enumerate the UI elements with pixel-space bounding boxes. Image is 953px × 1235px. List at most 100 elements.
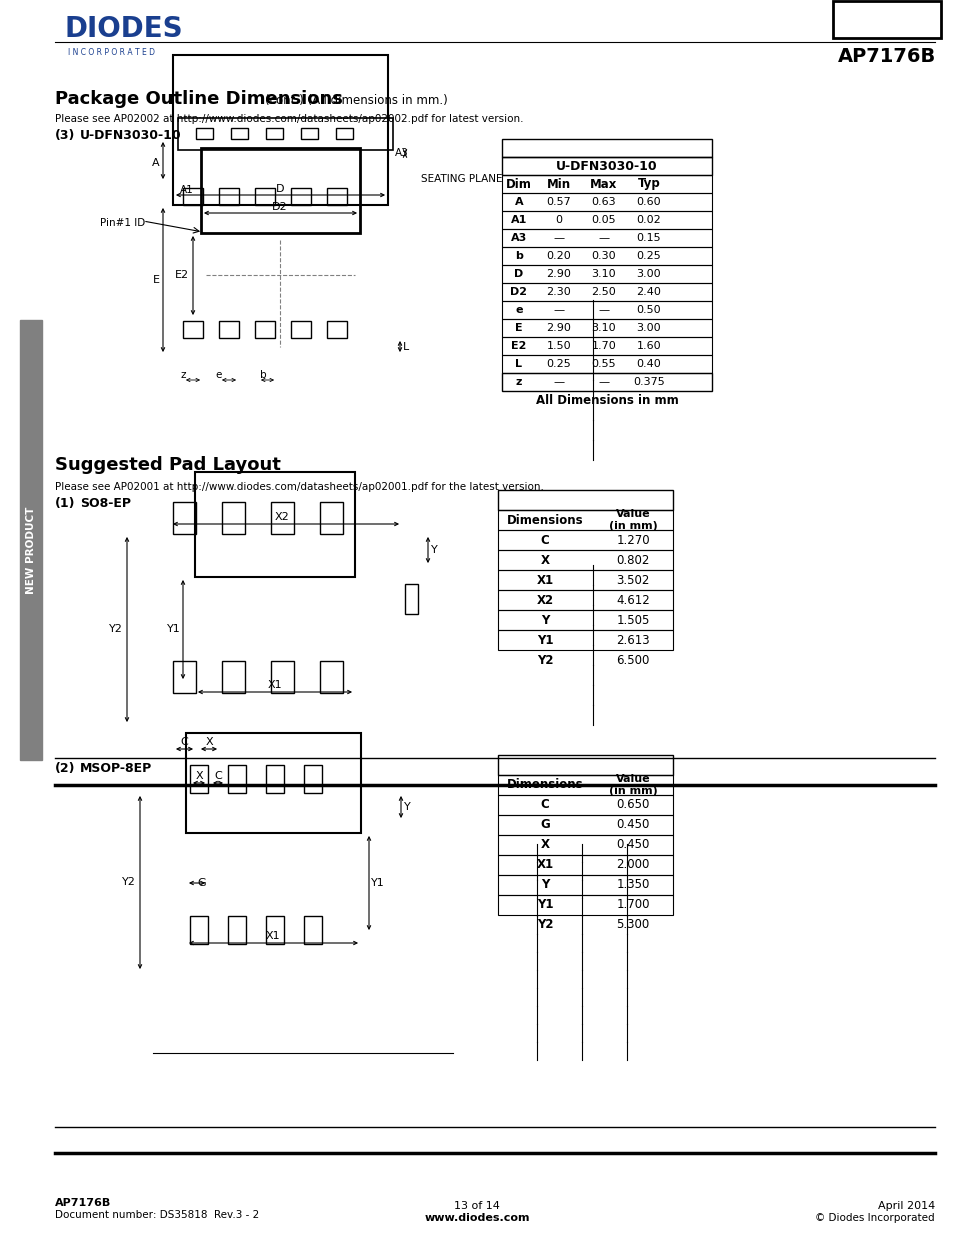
Text: 0.15: 0.15 — [636, 233, 660, 243]
Text: —: — — [598, 305, 609, 315]
Text: 1.60: 1.60 — [636, 341, 660, 351]
Text: C: C — [180, 737, 188, 747]
Text: b: b — [259, 370, 266, 380]
Bar — [497, 755, 672, 776]
Text: X: X — [540, 839, 549, 851]
Bar — [20, 320, 42, 760]
Text: C: C — [540, 799, 549, 811]
Text: b: b — [515, 251, 522, 261]
Bar — [183, 321, 203, 338]
Bar — [194, 472, 355, 577]
Text: 3.10: 3.10 — [591, 324, 616, 333]
Text: 2.50: 2.50 — [591, 287, 616, 296]
Text: Max: Max — [590, 178, 617, 190]
Text: (3): (3) — [55, 128, 75, 142]
Text: D: D — [275, 184, 284, 194]
Text: 2.90: 2.90 — [546, 324, 571, 333]
Text: Y: Y — [540, 878, 549, 892]
Text: X1: X1 — [536, 573, 553, 587]
Bar — [497, 855, 672, 876]
Text: z: z — [180, 370, 186, 380]
Text: Y: Y — [540, 614, 549, 626]
Text: MSOP-8EP: MSOP-8EP — [80, 762, 152, 776]
Text: Please see AP02001 at http://www.diodes.com/datasheets/ap02001.pdf for the lates: Please see AP02001 at http://www.diodes.… — [55, 482, 543, 492]
Text: 0: 0 — [555, 215, 562, 225]
Text: D: D — [514, 269, 523, 279]
Text: Y2: Y2 — [537, 919, 553, 931]
Text: 4.612: 4.612 — [616, 594, 649, 606]
Text: D2: D2 — [272, 203, 288, 212]
Text: Y1: Y1 — [371, 878, 384, 888]
Text: (2): (2) — [55, 762, 75, 776]
Bar — [501, 373, 711, 391]
Text: Y2: Y2 — [109, 624, 123, 634]
Bar — [271, 501, 294, 534]
Text: 2.90: 2.90 — [546, 269, 571, 279]
Text: X: X — [540, 553, 549, 567]
Text: Please see AP02002 at http://www.diodes.com/datasheets/ap02002.pdf for latest ve: Please see AP02002 at http://www.diodes.… — [55, 114, 523, 124]
Text: 0.450: 0.450 — [616, 819, 649, 831]
Bar — [201, 148, 359, 233]
Bar — [501, 157, 711, 175]
Text: G: G — [539, 819, 549, 831]
Bar — [497, 610, 672, 630]
Text: 0.63: 0.63 — [591, 198, 616, 207]
Bar — [497, 530, 672, 550]
Text: Value
(in mm): Value (in mm) — [608, 774, 657, 795]
Bar — [501, 283, 711, 301]
Bar — [501, 354, 711, 373]
Text: 2.000: 2.000 — [616, 858, 649, 872]
Text: X: X — [205, 737, 213, 747]
Text: Y1: Y1 — [537, 899, 553, 911]
Text: DIODES: DIODES — [65, 15, 183, 43]
Text: AP7176B: AP7176B — [837, 47, 935, 67]
Bar — [301, 128, 317, 140]
Text: 0.57: 0.57 — [546, 198, 571, 207]
Bar — [501, 247, 711, 266]
Bar — [222, 661, 245, 693]
Text: 0.802: 0.802 — [616, 553, 649, 567]
Text: U-DFN3030-10: U-DFN3030-10 — [80, 128, 181, 142]
Bar — [183, 188, 203, 205]
Text: E: E — [152, 275, 160, 285]
Text: A: A — [515, 198, 523, 207]
Bar — [254, 321, 274, 338]
Bar — [327, 188, 347, 205]
Text: L: L — [402, 342, 409, 352]
Text: 1.505: 1.505 — [616, 614, 649, 626]
Text: 0.55: 0.55 — [591, 359, 616, 369]
Bar — [501, 266, 711, 283]
Bar — [497, 550, 672, 571]
Text: —: — — [553, 233, 564, 243]
Text: 1.270: 1.270 — [616, 534, 649, 547]
Bar — [231, 128, 248, 140]
Text: A1: A1 — [510, 215, 527, 225]
Bar — [497, 895, 672, 915]
Bar — [497, 835, 672, 855]
Text: X1: X1 — [265, 931, 280, 941]
Bar — [219, 321, 239, 338]
Text: 0.25: 0.25 — [636, 251, 660, 261]
Bar — [172, 501, 195, 534]
Text: AP7176B: AP7176B — [55, 1198, 112, 1208]
Bar — [405, 584, 417, 614]
Bar — [501, 228, 711, 247]
Text: E2: E2 — [174, 270, 189, 280]
Text: Typ: Typ — [637, 178, 659, 190]
Text: Pin#1 ID: Pin#1 ID — [100, 219, 145, 228]
Text: 3.00: 3.00 — [636, 269, 660, 279]
Bar — [319, 661, 343, 693]
Text: X1: X1 — [536, 858, 553, 872]
Text: E2: E2 — [511, 341, 526, 351]
Text: 0.02: 0.02 — [636, 215, 660, 225]
Bar — [186, 734, 360, 832]
Text: —: — — [598, 233, 609, 243]
Text: 0.30: 0.30 — [591, 251, 616, 261]
Text: SO8-EP: SO8-EP — [80, 496, 131, 510]
Bar — [304, 916, 322, 944]
Text: e: e — [215, 370, 222, 380]
Bar — [266, 128, 283, 140]
Bar — [832, 1, 940, 38]
Text: —: — — [553, 305, 564, 315]
Text: Min: Min — [546, 178, 571, 190]
